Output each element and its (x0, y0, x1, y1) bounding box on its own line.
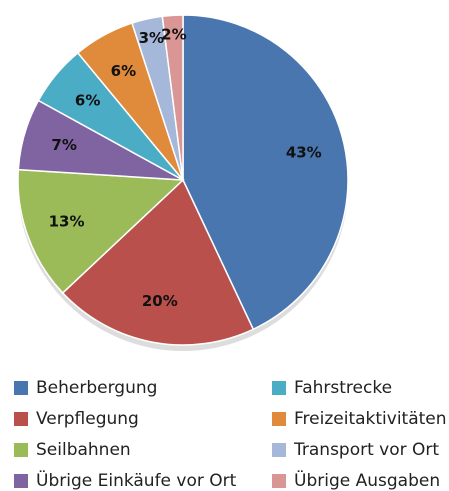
legend-swatch (272, 474, 286, 488)
data-label: 43% (286, 144, 322, 162)
data-label: 13% (49, 212, 85, 230)
legend-swatch (272, 443, 286, 457)
legend-label: Beherbergung (36, 378, 157, 398)
legend-swatch (272, 412, 286, 426)
data-label: 3% (139, 29, 164, 47)
pie-slice (182, 14, 349, 331)
pie-slice (161, 14, 184, 181)
legend-label: Übrige Ausgaben (294, 469, 440, 491)
legend-label: Seilbahnen (36, 440, 131, 460)
legend-swatch (14, 381, 28, 395)
pie-slice (61, 178, 255, 346)
pie-slice (17, 168, 185, 295)
data-label: 20% (142, 292, 178, 310)
data-label: 7% (51, 136, 76, 154)
data-label: 6% (111, 62, 136, 80)
legend-label: Fahrstrecke (294, 378, 392, 398)
legend-label: Freizeitaktivitäten (294, 409, 447, 429)
data-label: 6% (75, 92, 100, 110)
legend-label: Verpflegung (36, 409, 139, 429)
legend-label: Transport vor Ort (293, 440, 439, 460)
legend-swatch (14, 474, 28, 488)
legend-swatch (14, 443, 28, 457)
legend-swatch (14, 412, 28, 426)
legend-label: Übrige Einkäufe vor Ort (36, 469, 237, 491)
data-label: 2% (161, 26, 186, 44)
legend-swatch (272, 381, 286, 395)
